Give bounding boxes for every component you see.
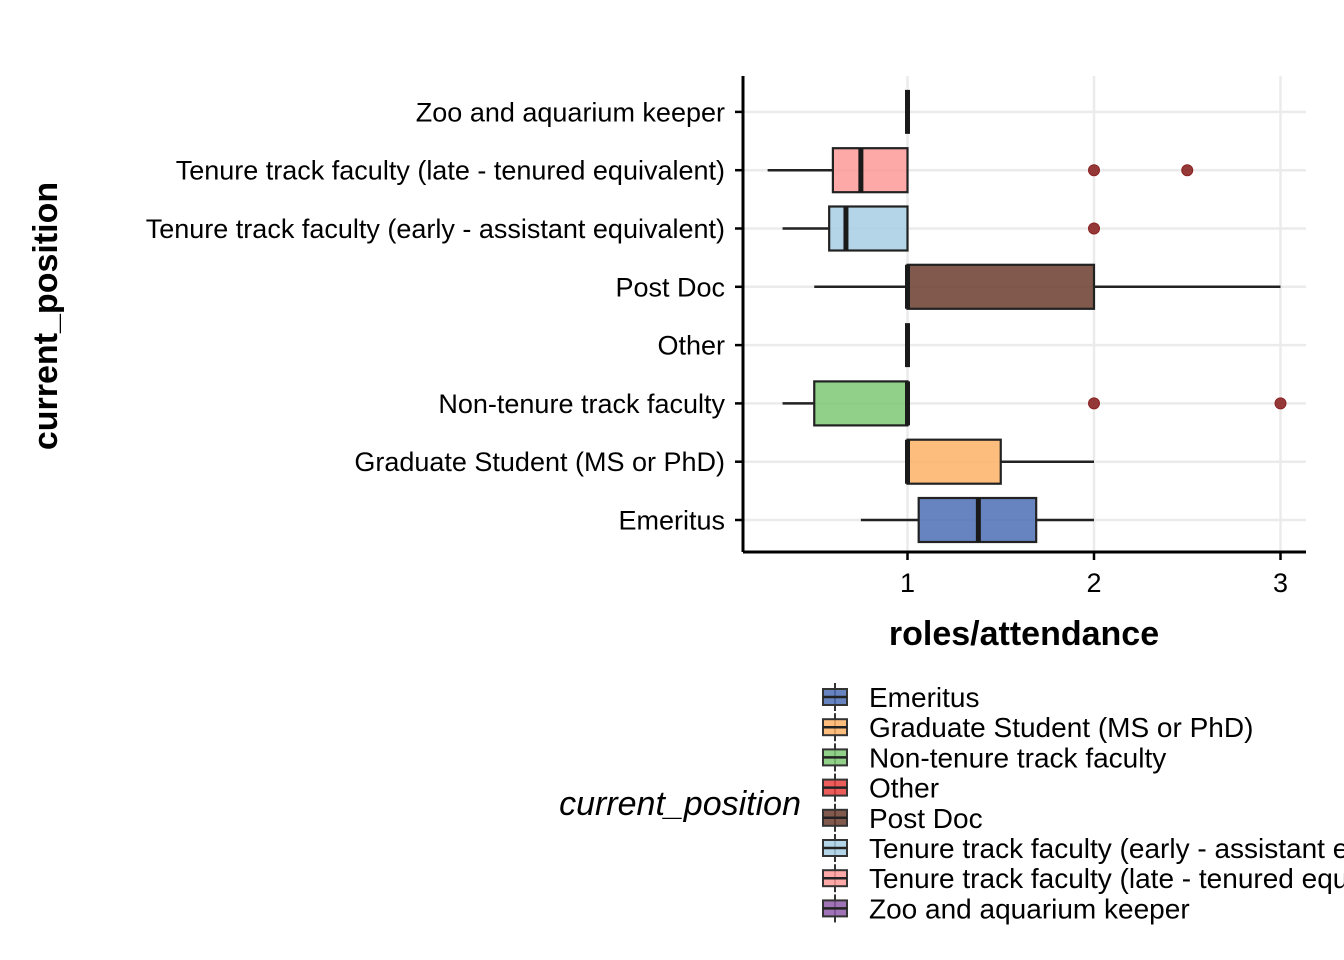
outlier-point	[1088, 222, 1100, 235]
box-layer	[767, 89, 1287, 544]
box-iqr	[813, 380, 909, 427]
legend-label: Tenure track faculty (late - tenured equ…	[869, 863, 1344, 894]
legend-label: Other	[869, 773, 939, 804]
box-post-doc	[814, 263, 1281, 310]
outlier-point	[1274, 397, 1287, 410]
x-tick-label: 2	[1086, 568, 1101, 598]
axis-layer: 1 2 3 Emeritus Graduate Student (MS or PhD) N…	[146, 76, 1306, 598]
outlier-point	[1181, 164, 1194, 177]
legend-item: Post Doc	[822, 803, 983, 834]
box-graduate-student-ms-or-phd	[905, 438, 1094, 485]
x-tick-label: 3	[1273, 568, 1288, 598]
legend-label: Emeritus	[869, 682, 979, 713]
box-tenure-track-faculty-early-assistant-equivalent	[782, 205, 1100, 252]
y-tick-label: Non-tenure track faculty	[438, 389, 725, 419]
y-tick-label: Other	[657, 331, 725, 361]
y-tick-label: Tenure track faculty (late - tenured equ…	[176, 156, 725, 186]
box-emeritus	[860, 496, 1094, 544]
legend-item: Tenure track faculty (late - tenured equ…	[822, 863, 1344, 894]
legend-label: Non-tenure track faculty	[869, 742, 1166, 773]
box-iqr	[906, 438, 1002, 485]
legend-label: Tenure track faculty (early - assistant …	[869, 833, 1344, 864]
legend-label: Post Doc	[869, 803, 983, 834]
legend-item: Graduate Student (MS or PhD)	[822, 712, 1253, 743]
box-iqr	[906, 263, 1096, 310]
y-tick-label: Graduate Student (MS or PhD)	[354, 447, 725, 477]
legend-title: current_position	[559, 785, 801, 823]
legend-item: Other	[822, 773, 939, 804]
legend-label: Graduate Student (MS or PhD)	[869, 712, 1253, 743]
box-iqr	[828, 205, 909, 252]
legend-label: Zoo and aquarium keeper	[869, 893, 1190, 924]
box-iqr	[831, 147, 909, 194]
box-tenure-track-faculty-late-tenured-equivalent	[767, 147, 1194, 194]
x-axis-title: roles/attendance	[889, 615, 1159, 653]
legend-item: Emeritus	[822, 682, 979, 713]
outlier-point	[1088, 397, 1100, 410]
legend-item: Tenure track faculty (early - assistant …	[822, 833, 1344, 864]
box-non-tenure-track-faculty	[782, 380, 1287, 427]
y-tick-label: Zoo and aquarium keeper	[416, 97, 725, 127]
y-tick-label: Tenure track faculty (early - assistant …	[146, 214, 725, 244]
legend-item: Zoo and aquarium keeper	[822, 893, 1190, 924]
y-tick-label: Post Doc	[615, 272, 725, 302]
grid-layer	[743, 76, 1306, 552]
x-tick-label: 1	[900, 568, 915, 598]
legend-item: Non-tenure track faculty	[822, 742, 1166, 773]
y-tick-label: Emeritus	[618, 506, 725, 536]
y-axis-title: current_position	[27, 182, 65, 450]
outlier-point	[1088, 164, 1100, 177]
